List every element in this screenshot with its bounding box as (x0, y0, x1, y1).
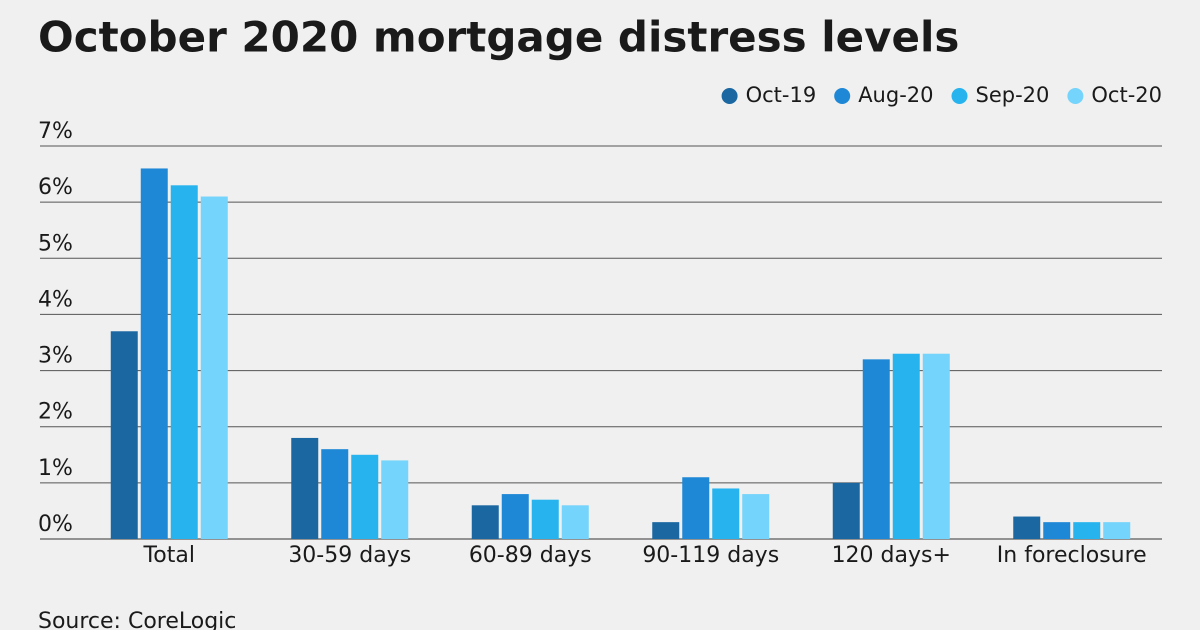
x-tick-label: Total (143, 543, 195, 568)
legend-swatch (721, 88, 738, 104)
bar (531, 499, 559, 539)
legend-label: Oct-19 (746, 83, 817, 107)
x-tick-label: 90-119 days (642, 543, 779, 568)
bar (682, 477, 710, 539)
y-tick-label: 6% (38, 175, 73, 200)
source: Source: CoreLogic (38, 609, 236, 630)
x-tick-label: In foreclosure (997, 543, 1147, 568)
bar (140, 168, 168, 539)
bar (892, 353, 920, 539)
x-tick-label: 30-59 days (288, 543, 411, 568)
bar (351, 454, 379, 539)
bar (291, 437, 319, 539)
y-tick-label: 4% (38, 287, 73, 312)
bar (1043, 522, 1071, 539)
bar (1073, 522, 1101, 539)
y-tick-label: 3% (38, 344, 73, 369)
legend-swatch (951, 88, 968, 104)
bar (1103, 522, 1131, 539)
bar (652, 522, 680, 539)
x-tick-label: 60-89 days (469, 543, 592, 568)
bar (170, 185, 198, 540)
legend-label: Aug-20 (858, 83, 933, 107)
legend-swatch (834, 88, 851, 104)
x-tick-label: 120 days+ (832, 543, 951, 568)
bar (1013, 516, 1041, 539)
chart-title: October 2020 mortgage distress levels (38, 13, 959, 62)
bar (321, 449, 349, 539)
bar (922, 353, 950, 539)
legend-label: Sep-20 (976, 83, 1050, 107)
y-tick-label: 7% (38, 119, 73, 144)
y-tick-label: 1% (38, 456, 73, 481)
y-tick-label: 0% (38, 512, 73, 537)
bar (471, 505, 499, 539)
bar (561, 505, 589, 539)
bar (110, 331, 138, 539)
bar (381, 460, 409, 539)
bar (742, 494, 770, 539)
legend-label: Oct-20 (1091, 83, 1162, 107)
y-tick-label: 5% (38, 231, 73, 256)
bar (712, 488, 740, 539)
y-tick-label: 2% (38, 400, 73, 425)
bar (200, 196, 228, 539)
bar (832, 482, 860, 539)
bar (862, 359, 890, 539)
bar (501, 494, 529, 539)
legend-swatch (1067, 88, 1084, 104)
